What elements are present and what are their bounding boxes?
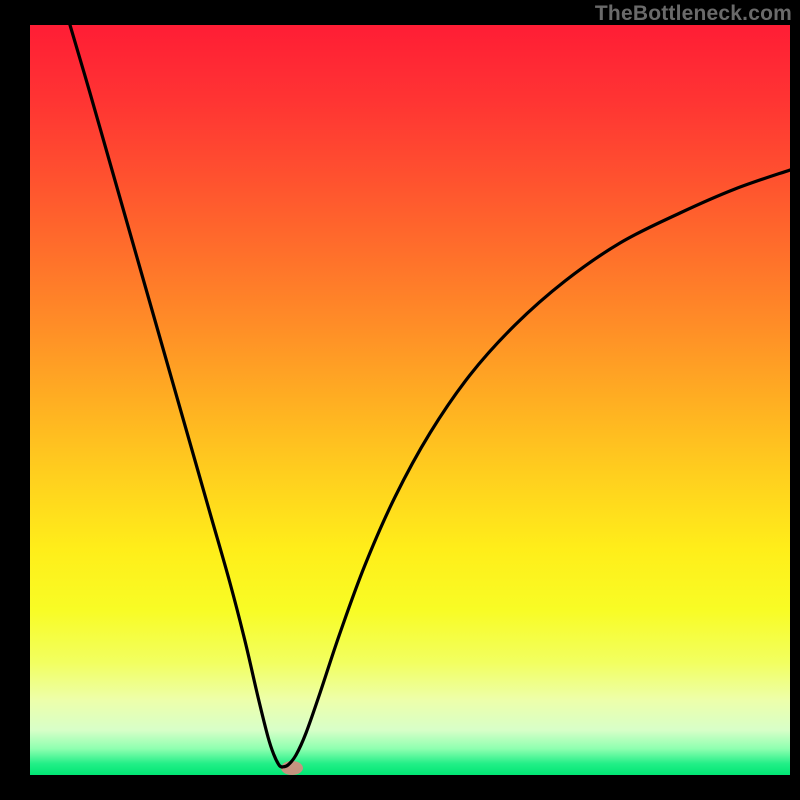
curve-right-branch [282, 170, 790, 767]
watermark-text: TheBottleneck.com [595, 2, 792, 26]
plot-area [30, 25, 790, 775]
bottleneck-chart: TheBottleneck.com [0, 0, 800, 800]
curve-left-branch [70, 25, 282, 767]
chart-overlay [30, 25, 790, 775]
